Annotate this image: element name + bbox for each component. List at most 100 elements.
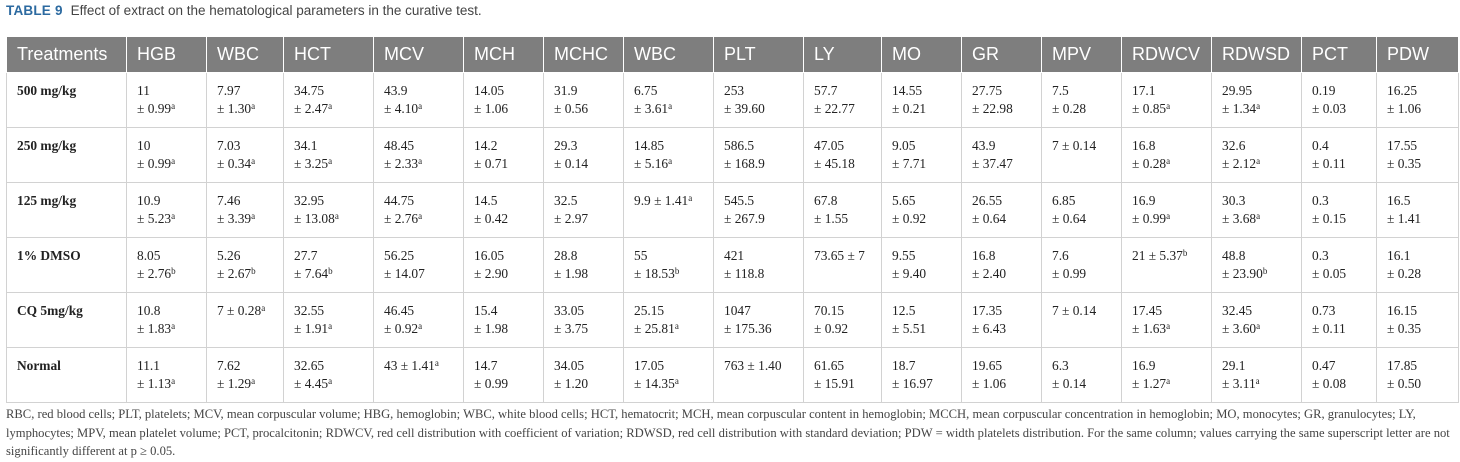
significance-letter: a [171, 101, 176, 111]
mean-value: 17.45 [1132, 302, 1207, 320]
sd-text: ± 15.91 [814, 376, 855, 391]
significance-letter: a [668, 101, 673, 111]
value-cell: 14.5 ± 0.42 [463, 182, 544, 238]
sd-value: ± 3.68a [1222, 210, 1297, 228]
significance-letter: a [251, 376, 256, 386]
table-row: 500 mg/kg 11 ± 0.99a 7.97 ± 1.30a 34.75 ± 2.47… [6, 72, 1459, 128]
column-header: PCT [1301, 36, 1377, 73]
mean-text: 7.62 [217, 358, 241, 373]
value-cell: 16.9 ± 1.27a [1121, 347, 1212, 403]
value-cell: 32.55 ± 1.91a [283, 292, 374, 348]
table-body: 500 mg/kg 11 ± 0.99a 7.97 ± 1.30a 34.75 ± 2.47… [6, 72, 1459, 403]
column-header: PDW [1376, 36, 1459, 73]
significance-letter: b [674, 266, 680, 276]
sd-text: ± 4.45 [294, 376, 329, 391]
sd-value: ± 0.92 [814, 320, 877, 338]
column-header: MO [881, 36, 962, 73]
mean-text: 18.7 [892, 358, 916, 373]
mean-value: 545.5 [724, 192, 799, 210]
significance-letter: a [418, 321, 423, 331]
mean-value: 14.2 [474, 137, 539, 155]
treatment-cell: 1% DMSO [6, 237, 127, 293]
sd-value: ± 25.81a [634, 320, 709, 338]
sd-value: ± 22.98 [972, 100, 1037, 118]
mean-value: 32.65 [294, 357, 369, 375]
mean-value: 14.7 [474, 357, 539, 375]
value-cell: 16.5 ± 1.41 [1376, 182, 1459, 238]
mean-value: 7.97 [217, 82, 279, 100]
significance-letter: b [1182, 248, 1188, 258]
sd-value: ± 0.56 [554, 100, 619, 118]
sd-text: ± 3.39 [217, 211, 252, 226]
sd-value: ± 0.21 [892, 100, 957, 118]
value-cell: 67.8 ± 1.55 [803, 182, 882, 238]
sd-value: ± 267.9 [724, 210, 799, 228]
mean-value: 16.1 [1387, 247, 1454, 265]
significance-letter: a [434, 358, 439, 368]
sd-text: ± 2.33 [384, 156, 419, 171]
mean-text: 16.8 [972, 248, 996, 263]
significance-letter: a [261, 303, 266, 313]
value-cell: 17.1 ± 0.85a [1121, 72, 1212, 128]
sd-text: ± 1.06 [972, 376, 1007, 391]
sd-value: ± 2.90 [474, 265, 539, 283]
hematology-table: Treatments HGB WBC HCT MCV MCH MCHC WBC PLT LY MO G… [6, 36, 1459, 403]
sd-value: ± 0.28 [1052, 100, 1117, 118]
column-header: MPV [1041, 36, 1122, 73]
mean-text: 55 [634, 248, 648, 263]
value-cell: 26.55 ± 0.64 [961, 182, 1042, 238]
mean-value: 0.4 [1312, 137, 1372, 155]
sd-value: ± 3.25a [294, 155, 369, 173]
sd-value: ± 2.76a [384, 210, 459, 228]
sd-value: ± 16.97 [892, 375, 957, 393]
mean-value: 16.8 [1132, 137, 1207, 155]
sd-text: ± 9.40 [892, 266, 927, 281]
significance-letter: a [668, 156, 673, 166]
value-cell: 586.5 ± 168.9 [713, 127, 804, 183]
sd-text: ± 1.91 [294, 321, 329, 336]
sd-text: ± 6.43 [972, 321, 1007, 336]
sd-text: ± 0.71 [474, 156, 509, 171]
column-header: HGB [126, 36, 207, 73]
mean-text: 28.8 [554, 248, 578, 263]
sd-value: ± 0.92a [384, 320, 459, 338]
sd-text: ± 3.61 [634, 101, 669, 116]
value-cell: 9.55 ± 9.40 [881, 237, 962, 293]
sd-value: ± 1.20 [554, 375, 619, 393]
mean-value: 30.3 [1222, 192, 1297, 210]
sd-value: ± 1.13a [137, 375, 202, 393]
sd-value: ± 0.71 [474, 155, 539, 173]
mean-text: 31.9 [554, 83, 578, 98]
sd-text: ± 7.71 [892, 156, 927, 171]
value-cell: 11.1 ± 1.13a [126, 347, 207, 403]
sd-text: ± 0.42 [474, 211, 509, 226]
mean-value: 61.65 [814, 357, 877, 375]
value-cell: 7.97 ± 1.30a [206, 72, 284, 128]
significance-letter: a [171, 376, 176, 386]
sd-text: ± 5.23 [137, 211, 172, 226]
significance-letter: a [674, 321, 679, 331]
mean-text: 6.85 [1052, 193, 1076, 208]
sd-value: ± 3.75 [554, 320, 619, 338]
mean-value: 7.03 [217, 137, 279, 155]
sd-text: ± 25.81 [634, 321, 675, 336]
mean-value: 48.8 [1222, 247, 1297, 265]
sd-text: ± 3.11 [1222, 376, 1256, 391]
sd-value: ± 1.30a [217, 100, 279, 118]
mean-text: 8.05 [137, 248, 161, 263]
mean-text: 9.55 [892, 248, 916, 263]
value-cell: 32.65 ± 4.45a [283, 347, 374, 403]
mean-value: 16.9 [1132, 192, 1207, 210]
sd-text: ± 0.14 [1052, 376, 1087, 391]
value-cell: 10.8 ± 1.83a [126, 292, 207, 348]
significance-letter: a [1166, 321, 1171, 331]
sd-value: ± 168.9 [724, 155, 799, 173]
column-header: RDWCV [1121, 36, 1212, 73]
sd-text: ± 0.92 [814, 321, 849, 336]
mean-text: 26.55 [972, 193, 1003, 208]
value-cell: 30.3 ± 3.68a [1211, 182, 1302, 238]
mean-value: 7.5 [1052, 82, 1117, 100]
significance-letter: b [171, 266, 176, 276]
mean-value: 6.75 [634, 82, 709, 100]
treatment-cell: 125 mg/kg [6, 182, 127, 238]
